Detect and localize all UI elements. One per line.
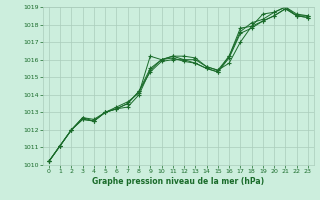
- X-axis label: Graphe pression niveau de la mer (hPa): Graphe pression niveau de la mer (hPa): [92, 177, 264, 186]
